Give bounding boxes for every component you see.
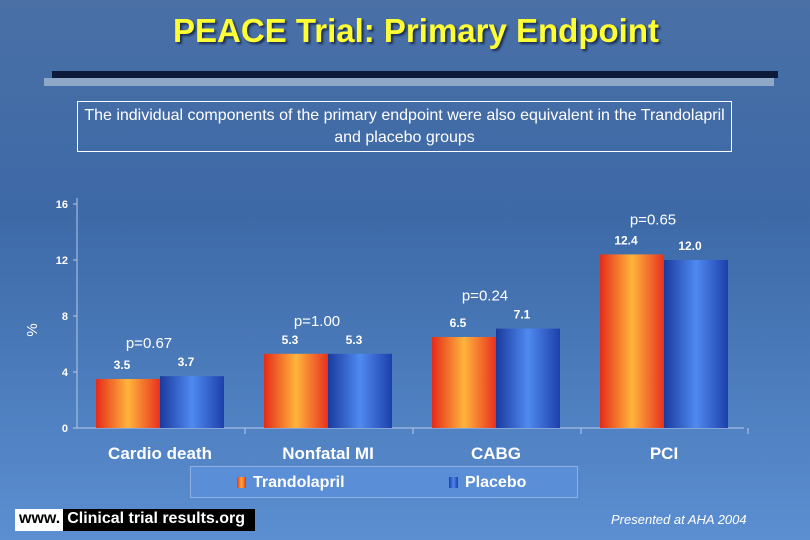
title-rule-light bbox=[44, 78, 774, 86]
legend-label-trandolapril: Trandolapril bbox=[253, 474, 345, 491]
data-label: 5.3 bbox=[346, 333, 363, 347]
bar-trandolapril-1 bbox=[264, 353, 328, 428]
data-label: 12.4 bbox=[614, 233, 638, 247]
y-tick-label: 4 bbox=[62, 367, 69, 379]
category-label: PCI bbox=[650, 444, 678, 463]
p-value-label: p=0.24 bbox=[462, 288, 508, 305]
footer-www: www. bbox=[15, 509, 64, 531]
bar-trandolapril-2 bbox=[432, 337, 496, 428]
p-value-label: p=1.00 bbox=[294, 313, 340, 330]
data-label: 3.5 bbox=[114, 358, 131, 372]
bar-placebo-0 bbox=[160, 376, 224, 428]
y-tick-label: 16 bbox=[56, 199, 68, 211]
legend-swatch-placebo bbox=[449, 477, 458, 488]
bar-placebo-1 bbox=[328, 353, 392, 428]
slide-title: PEACE Trial: Primary Endpoint bbox=[173, 12, 659, 49]
data-label: 5.3 bbox=[282, 333, 299, 347]
data-label: 7.1 bbox=[514, 308, 531, 322]
y-tick-label: 8 bbox=[62, 311, 68, 323]
data-label: 6.5 bbox=[450, 316, 467, 330]
category-label: Nonfatal MI bbox=[282, 444, 374, 463]
legend: Trandolapril Placebo bbox=[190, 466, 578, 498]
y-tick-label: 0 bbox=[62, 423, 68, 435]
bar-trandolapril-3 bbox=[600, 254, 664, 428]
category-label: Cardio death bbox=[108, 444, 212, 463]
data-label: 3.7 bbox=[178, 355, 195, 369]
y-axis-label: % bbox=[24, 323, 41, 336]
data-label: 12.0 bbox=[678, 239, 702, 253]
legend-swatch-trandolapril bbox=[237, 477, 246, 488]
y-tick-label: 12 bbox=[56, 255, 68, 267]
legend-label-placebo: Placebo bbox=[465, 474, 527, 491]
bar-trandolapril-0 bbox=[96, 379, 160, 428]
note-box: The individual components of the primary… bbox=[77, 101, 732, 152]
footer-site-name: Clinical trial results.org bbox=[63, 509, 256, 531]
title-rule-dark bbox=[52, 71, 778, 78]
p-value-label: p=0.65 bbox=[630, 211, 676, 228]
category-label: CABG bbox=[471, 444, 521, 463]
legend-item-placebo: Placebo bbox=[449, 474, 526, 492]
footer-presented: Presented at AHA 2004 bbox=[611, 512, 747, 527]
legend-item-trandolapril: Trandolapril bbox=[237, 474, 345, 492]
bar-placebo-3 bbox=[664, 260, 728, 428]
bar-placebo-2 bbox=[496, 328, 560, 428]
p-value-label: p=0.67 bbox=[126, 335, 172, 352]
footer-site-badge[interactable]: www. Clinical trial results.org bbox=[15, 509, 256, 531]
